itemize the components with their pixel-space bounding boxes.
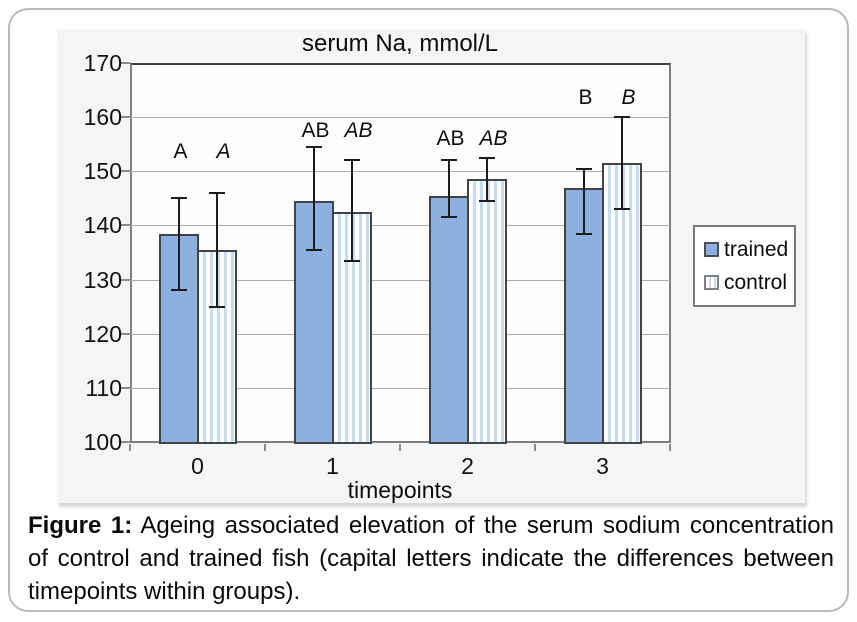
- error-bar-control-3: [620, 117, 623, 210]
- x-axis-tick-label: 0: [191, 453, 204, 479]
- legend-item-control: control: [704, 272, 794, 293]
- error-bar-cap-top: [343, 159, 360, 162]
- gridline: [130, 387, 670, 389]
- chart-title: serum Na, mmol/L: [301, 30, 499, 57]
- error-bar-trained-1: [312, 146, 315, 250]
- y-axis-tick: [121, 62, 130, 64]
- y-axis-tick: [121, 116, 130, 119]
- error-bar-cap-top: [478, 156, 495, 159]
- error-bar-control-1: [350, 160, 353, 261]
- gridline: [130, 171, 670, 173]
- significance-letter-trained-2: AB: [436, 126, 465, 150]
- gridline: [130, 333, 670, 335]
- x-axis-tick: [264, 444, 266, 451]
- significance-letter-trained-0: A: [173, 140, 188, 164]
- figure-caption-label: Figure 1:: [28, 512, 133, 539]
- error-bar-cap-bottom: [305, 248, 322, 251]
- y-axis-tick: [121, 441, 130, 443]
- error-bar-cap-top: [575, 167, 592, 170]
- significance-letter-trained-1: AB: [301, 118, 330, 142]
- significance-letter-control-0: A: [216, 140, 231, 164]
- y-axis-tick-label: 100: [83, 429, 122, 455]
- error-bar-control-2: [485, 157, 488, 202]
- error-bar-cap-top: [613, 116, 630, 119]
- error-bar-trained-2: [447, 160, 450, 218]
- y-axis-tick-label: 170: [83, 50, 122, 76]
- error-bar-control-0: [215, 192, 218, 307]
- significance-letter-control-1: AB: [344, 118, 373, 142]
- significance-letter-trained-3: B: [578, 86, 593, 110]
- error-bar-cap-bottom: [343, 259, 360, 262]
- y-axis-tick: [121, 170, 130, 173]
- legend-item-trained: trained: [704, 239, 794, 260]
- error-bar-cap-top: [305, 145, 322, 148]
- gridline: [130, 225, 670, 227]
- y-axis-tick-label: 110: [85, 374, 122, 401]
- y-axis-tick-label: 140: [83, 212, 122, 239]
- x-axis-title: timepoints: [347, 477, 453, 503]
- significance-letter-control-2: AB: [479, 126, 508, 150]
- x-axis-tick: [534, 444, 536, 451]
- error-bar-cap-bottom: [208, 305, 225, 308]
- legend-swatch-trained-icon: [704, 242, 719, 257]
- significance-letter-control-3: B: [621, 86, 636, 110]
- legend: trained control: [693, 225, 796, 307]
- error-bar-cap-top: [170, 197, 187, 200]
- legend-swatch-control-icon: [704, 275, 719, 290]
- error-bar-cap-bottom: [440, 216, 457, 219]
- x-axis-tick: [399, 444, 401, 451]
- error-bar-cap-bottom: [613, 208, 630, 211]
- y-axis-tick-label: 150: [83, 158, 122, 185]
- x-axis-tick-label: 3: [596, 453, 609, 479]
- y-axis-tick: [121, 278, 130, 281]
- y-axis-tick-label: 120: [83, 320, 122, 347]
- legend-label-control: control: [724, 271, 788, 294]
- x-axis-tick-label: 2: [461, 453, 474, 479]
- error-bar-cap-top: [208, 191, 225, 194]
- x-axis-tick: [669, 444, 671, 451]
- legend-label-trained: trained: [724, 238, 789, 261]
- error-bar-cap-top: [440, 159, 457, 162]
- figure-caption-text: Ageing associated elevation of the serum…: [28, 512, 835, 606]
- y-axis-tick-label: 130: [83, 266, 122, 293]
- error-bar-trained-3: [582, 168, 585, 234]
- error-bar-cap-bottom: [170, 289, 187, 292]
- error-bar-cap-bottom: [575, 232, 592, 235]
- x-axis-tick: [129, 444, 131, 451]
- y-axis-tick: [121, 224, 130, 227]
- y-axis-tick: [121, 386, 130, 389]
- bar-control-2: [466, 179, 507, 444]
- error-bar-cap-bottom: [478, 200, 495, 203]
- bar-control-3: [601, 163, 642, 444]
- gridline: [130, 279, 670, 281]
- y-axis-tick: [121, 332, 130, 335]
- y-axis-tick-label: 160: [83, 104, 122, 131]
- figure-caption: Figure 1: Ageing associated elevation of…: [28, 509, 834, 608]
- bar-trained-2: [428, 195, 469, 444]
- gridline: [130, 117, 670, 119]
- x-axis-tick-label: 1: [326, 453, 339, 479]
- error-bar-trained-0: [177, 198, 180, 291]
